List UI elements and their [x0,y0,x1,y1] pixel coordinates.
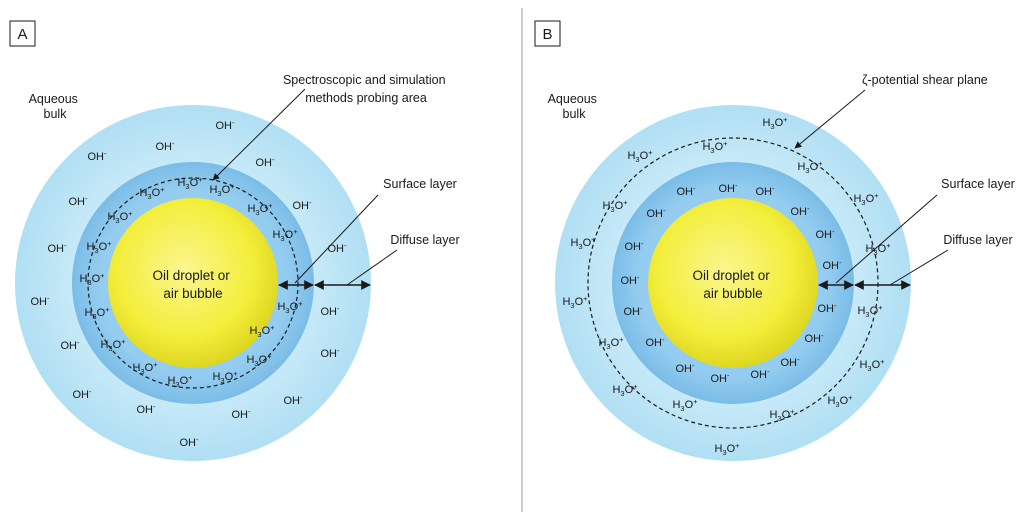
panel-b-surface-label: Surface layer [941,177,1015,191]
bulk-ion-h3o: H3O+ [702,139,728,155]
surface-ion-h3o: H3O+ [247,201,273,217]
panel-a-bulk-label: Aqueous bulk [29,92,82,121]
surface-ion-oh: OH- [646,335,666,349]
surface-ion-oh: OH- [621,273,641,287]
bulk-ion-h3o: H3O+ [762,115,788,131]
surface-ion-h3o: H3O+ [79,271,105,287]
panel-b-shear-label: ζ-potential shear plane [862,73,988,87]
panel-b-surface-pointer [835,194,938,284]
panel-a-core-label: Oil droplet or air bubble [152,268,233,301]
bulk-ion-h3o: H3O+ [612,382,638,398]
surface-ion-oh: OH- [624,304,644,318]
bulk-ion-h3o: H3O+ [769,407,795,423]
panel-a-core [108,198,278,368]
bulk-ion-h3o: H3O+ [602,198,628,214]
panel-a-surface-pointer [294,194,379,284]
panel-a-surface-label: Surface layer [383,177,457,191]
surface-ion-h3o: H3O+ [249,323,275,339]
bulk-ion-h3o: H3O+ [865,241,891,257]
bulk-ion-h3o: H3O+ [562,294,588,310]
surface-ion-oh: OH- [719,181,739,195]
surface-ion-h3o: H3O+ [272,227,298,243]
surface-ion-oh: OH- [823,258,843,272]
bulk-ion-h3o: H3O+ [714,441,740,457]
bulk-ion-oh: OH- [284,393,304,407]
panel-b-diffuse-pointer [889,249,949,286]
panel-b-letter-box [534,20,561,47]
panel-a-letter: A [17,26,27,43]
surface-ion-h3o: H3O+ [246,352,272,368]
surface-ion-oh: OH- [781,355,801,369]
panel-b-core [648,198,818,368]
bulk-ion-oh: OH- [137,402,157,416]
panel-b: B Oil droplet or air bubble Aqueous bulk… [534,20,1015,461]
bulk-ion-h3o: H3O+ [598,335,624,351]
surface-ion-oh: OH- [791,204,811,218]
bulk-ion-oh: OH- [321,346,341,360]
bulk-ion-oh: OH- [69,194,89,208]
bulk-ion-oh: OH- [321,304,341,318]
panel-b-core-label: Oil droplet or air bubble [692,268,773,301]
surface-ion-oh: OH- [756,184,776,198]
surface-ion-h3o: H3O+ [100,337,126,353]
surface-ion-h3o: H3O+ [84,305,110,321]
surface-ion-h3o: H3O+ [107,209,133,225]
panel-b-diffuse-label: Diffuse layer [943,233,1012,247]
bulk-ion-oh: OH- [48,241,68,255]
bulk-ion-h3o: H3O+ [853,191,879,207]
bulk-ion-oh: OH- [31,294,51,308]
surface-ion-oh: OH- [677,184,697,198]
bulk-ion-h3o: H3O+ [570,235,596,251]
bulk-ion-oh: OH- [156,139,176,153]
panel-a-probe-label: Spectroscopic and simulation methods pro… [283,73,449,105]
surface-ion-h3o: H3O+ [132,360,158,376]
surface-ion-h3o: H3O+ [167,373,193,389]
panel-b-letter: B [542,26,552,43]
surface-ion-oh: OH- [751,367,771,381]
bulk-ion-oh: OH- [232,407,252,421]
bulk-ion-oh: OH- [180,435,200,449]
surface-ion-h3o: H3O+ [212,369,238,385]
bulk-ion-oh: OH- [216,118,236,132]
bulk-ion-h3o: H3O+ [827,393,853,409]
bulk-ion-h3o: H3O+ [857,303,883,319]
surface-ion-oh: OH- [818,301,838,315]
surface-ion-oh: OH- [816,227,836,241]
bulk-ion-oh: OH- [88,149,108,163]
panel-a-diffuse-pointer [346,249,398,286]
surface-ion-h3o: H3O+ [86,239,112,255]
bulk-ion-h3o: H3O+ [672,397,698,413]
bulk-ion-oh: OH- [256,155,276,169]
panel-a-letter-box [9,20,36,47]
surface-ion-h3o: H3O+ [277,299,303,315]
bulk-ion-oh: OH- [73,387,93,401]
surface-ion-oh: OH- [711,371,731,385]
panel-a-diffuse-label: Diffuse layer [390,233,459,247]
panel-b-bulk-label: Aqueous bulk [548,92,601,121]
panel-b-shear-arrow [794,89,866,149]
surface-ion-h3o: H3O+ [139,185,165,201]
bulk-ion-h3o: H3O+ [859,357,885,373]
surface-ion-h3o: H3O+ [209,182,235,198]
bulk-ion-h3o: H3O+ [797,159,823,175]
bulk-ion-oh: OH- [328,241,348,255]
surface-ion-oh: OH- [805,331,825,345]
surface-ion-h3o: H3O+ [177,175,203,191]
bulk-ion-oh: OH- [293,198,313,212]
surface-ion-oh: OH- [676,361,696,375]
panel-a-probe-arrow [212,88,306,181]
surface-ion-oh: OH- [647,206,667,220]
surface-ion-oh: OH- [625,239,645,253]
panel-a: A Oil droplet or air bubble Aqueous bulk… [9,20,460,461]
bulk-ion-oh: OH- [61,338,81,352]
bulk-ion-h3o: H3O+ [627,148,653,164]
